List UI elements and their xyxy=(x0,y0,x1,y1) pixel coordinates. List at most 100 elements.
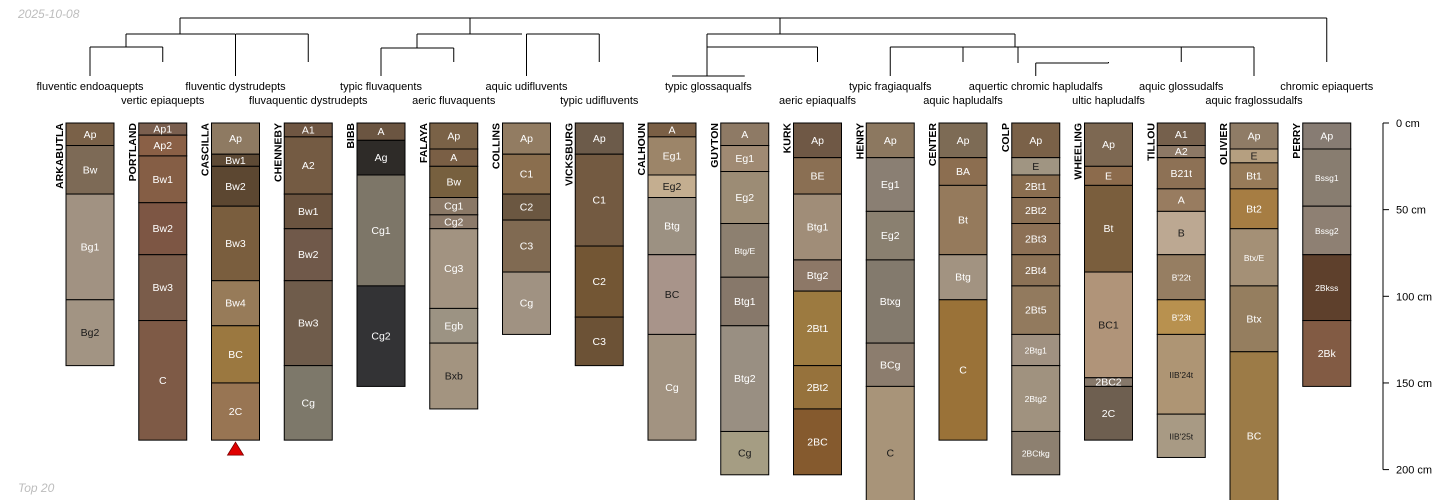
horizon xyxy=(356,174,406,287)
horizon xyxy=(1084,122,1133,167)
horizon xyxy=(938,254,988,301)
horizon-label: BA xyxy=(956,166,970,178)
horizon xyxy=(283,228,333,282)
horizon-label: C xyxy=(886,448,894,460)
horizon-label: 2Bkss xyxy=(1315,283,1338,293)
horizon-label: BC xyxy=(665,289,680,301)
axis-tick-label: 150 cm xyxy=(1396,378,1432,390)
horizon xyxy=(1156,254,1206,301)
horizon-label: Bssg1 xyxy=(1315,173,1339,183)
horizon-label: C xyxy=(959,364,967,376)
horizon xyxy=(502,193,551,221)
horizon-label: 2Btg1 xyxy=(1025,346,1047,356)
horizon-label: Bssg2 xyxy=(1315,226,1339,236)
taxonomy-label: aeric epiaqualfs xyxy=(779,95,857,107)
horizon-label: 2Bk xyxy=(1318,348,1337,360)
horizon xyxy=(138,155,188,204)
soil-profile: Ap Eg1 Eg2 Btxg BCg C HENRY xyxy=(854,122,915,500)
horizon-label: B xyxy=(1178,228,1185,240)
horizon-label: A1 xyxy=(1175,129,1188,141)
taxonomy-label: aquic glossudalfs xyxy=(1139,81,1224,93)
horizon xyxy=(65,299,115,367)
horizon-label: Btg xyxy=(664,221,680,233)
horizon xyxy=(429,228,479,309)
horizon-label: Cg1 xyxy=(371,225,390,237)
horizon-label: A xyxy=(741,129,748,141)
horizon xyxy=(283,365,333,441)
horizon xyxy=(720,325,770,432)
horizon-label: A1 xyxy=(302,124,315,136)
horizon xyxy=(65,193,115,301)
horizon-label: 2Bt5 xyxy=(1025,305,1047,317)
profile-name: PORTLAND xyxy=(127,123,139,182)
horizon-label: A2 xyxy=(1175,146,1188,158)
horizon-label: C2 xyxy=(520,202,534,214)
horizon-label: Bt xyxy=(958,215,968,227)
taxonomy-label: typic udifluvents xyxy=(560,95,639,107)
horizon-label: Ap2 xyxy=(153,140,172,152)
horizon xyxy=(283,136,333,195)
horizon-label: B'23t xyxy=(1172,313,1192,323)
horizon xyxy=(793,365,842,410)
horizon-label: Ap xyxy=(811,135,824,147)
horizon xyxy=(1229,351,1279,500)
horizon-label: Btx xyxy=(1246,313,1262,325)
horizon-label: E xyxy=(1105,170,1112,182)
horizon-label: Ap xyxy=(1029,135,1042,147)
horizon xyxy=(1156,210,1206,256)
horizon-label: Bg2 xyxy=(81,327,100,339)
horizon xyxy=(865,385,915,500)
horizon xyxy=(793,157,842,195)
horizon xyxy=(1011,430,1061,476)
horizon xyxy=(1011,223,1061,256)
horizon-label: Cg2 xyxy=(371,331,390,343)
soil-profile: Ap E Bt1 Bt2 Btx/E Btx BC OLIVIER xyxy=(1218,122,1279,500)
horizon xyxy=(574,153,624,247)
horizon xyxy=(65,145,115,195)
horizon xyxy=(1084,184,1133,273)
taxonomy-label: typic glossaqualfs xyxy=(665,81,752,93)
horizon-label: Eg1 xyxy=(663,150,682,162)
horizon xyxy=(283,193,333,230)
horizon-label: Cg xyxy=(665,382,679,394)
soil-profile: Ap A Bw Cg1 Cg2 Cg3 Egb Bxb FALAYA xyxy=(418,122,479,410)
horizon-label: Bxb xyxy=(445,371,463,383)
horizon-label: Bw2 xyxy=(298,249,319,261)
horizon-label: Ap xyxy=(884,135,897,147)
horizon-label: Cg2 xyxy=(444,216,463,228)
soil-profile: A Eg1 Eg2 Btg/E Btg1 Btg2 Cg GUYTON xyxy=(709,122,770,476)
horizon xyxy=(1084,271,1133,379)
horizon xyxy=(429,342,479,410)
horizon-label: Bw1 xyxy=(153,174,174,186)
horizon-label: 2Bt3 xyxy=(1025,234,1047,246)
horizon xyxy=(502,219,551,273)
horizon-label: E xyxy=(1250,150,1257,162)
horizon xyxy=(865,259,915,344)
horizon-label: Btg2 xyxy=(734,373,756,385)
taxonomy-label: aquertic chromic hapludalfs xyxy=(969,81,1103,93)
horizon-label: Btg1 xyxy=(734,296,756,308)
profile-name: COLLINS xyxy=(491,123,503,169)
taxonomy-label: typic fragiaqualfs xyxy=(849,81,932,93)
horizon xyxy=(211,382,260,441)
horizon-label: B'22t xyxy=(1172,273,1192,283)
soil-profile: Ap E Bt BC1 2BC2 2C WHEELING xyxy=(1073,122,1133,441)
soil-profile: Ap1 Ap2 Bw1 Bw2 Bw3 C PORTLAND xyxy=(127,122,188,441)
horizon-label: C3 xyxy=(593,336,607,348)
horizon xyxy=(793,290,842,367)
horizon xyxy=(211,280,260,327)
horizon-label: A xyxy=(450,152,457,164)
horizon xyxy=(502,271,551,335)
horizon-label: 2BC2 xyxy=(1095,377,1121,389)
horizon-label: A xyxy=(668,124,675,136)
horizon-label: Bw4 xyxy=(225,298,246,310)
horizon xyxy=(1011,285,1061,335)
horizon-label: 2Bt2 xyxy=(807,382,829,394)
horizon xyxy=(138,254,188,322)
profile-name: CHENNEBY xyxy=(272,123,284,182)
horizon-label: C1 xyxy=(520,169,534,181)
horizon xyxy=(647,197,697,256)
horizon xyxy=(865,157,915,212)
horizon xyxy=(865,210,915,261)
axis-tick-label: 50 cm xyxy=(1396,205,1426,217)
